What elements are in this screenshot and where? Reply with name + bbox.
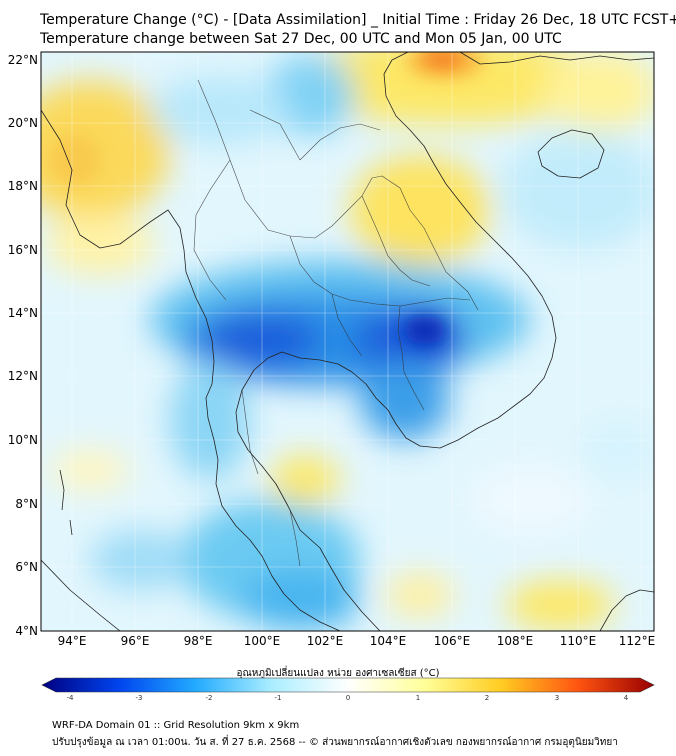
lon-label: 96°E — [121, 634, 150, 648]
lon-label: 108°E — [497, 634, 534, 648]
lat-label: 16°N — [8, 243, 38, 257]
colorbar-tick: -4 — [67, 694, 75, 702]
lon-label: 110°E — [560, 634, 597, 648]
lon-label: 104°E — [370, 634, 407, 648]
model-info: WRF-DA Domain 01 :: Grid Resolution 9km … — [52, 720, 300, 731]
colorbar-tick: 1 — [416, 694, 420, 702]
lon-label: 112°E — [619, 634, 656, 648]
lon-label: 94°E — [58, 634, 87, 648]
colorbar-tick: 0 — [346, 694, 350, 702]
colorbar-tick: 2 — [485, 694, 489, 702]
lon-label: 102°E — [307, 634, 344, 648]
colorbar-ticks: -4 -3 -2 -1 0 1 2 3 4 — [67, 694, 629, 702]
latitude-labels: 22°N 20°N 18°N 16°N 14°N 12°N 10°N 8°N 6… — [8, 53, 38, 638]
lat-label: 8°N — [15, 497, 38, 511]
colorbar-tick: 4 — [624, 694, 629, 702]
colorbar: -4 -3 -2 -1 0 1 2 3 4 — [41, 677, 655, 702]
temperature-change-map: 22°N 20°N 18°N 16°N 14°N 12°N 10°N 8°N 6… — [8, 51, 656, 648]
lat-label: 10°N — [8, 433, 38, 447]
longitude-labels: 94°E 96°E 98°E 100°E 102°E 104°E 106°E 1… — [58, 634, 656, 648]
lon-label: 106°E — [434, 634, 471, 648]
colorbar-tick: 3 — [555, 694, 559, 702]
lat-label: 22°N — [8, 53, 38, 67]
lat-label: 18°N — [8, 179, 38, 193]
lon-label: 98°E — [184, 634, 213, 648]
lon-label: 100°E — [244, 634, 281, 648]
lat-label: 20°N — [8, 116, 38, 130]
lat-label: 12°N — [8, 369, 38, 383]
colorbar-tick: -2 — [206, 694, 213, 702]
colorbar-tick: -3 — [136, 694, 143, 702]
lat-label: 6°N — [15, 560, 38, 574]
lat-label: 4°N — [15, 624, 38, 638]
colorbar-tick: -1 — [275, 694, 282, 702]
temperature-field — [41, 52, 654, 631]
coastlines — [41, 52, 654, 631]
update-credit: ปรับปรุงข้อมูล ณ เวลา 01:00น. วัน ส. ที่… — [52, 737, 618, 748]
borders — [193, 79, 479, 567]
lat-label: 14°N — [8, 306, 38, 320]
map-subtitle: Temperature change between Sat 27 Dec, 0… — [40, 31, 562, 47]
map-title: Temperature Change (°C) - [Data Assimila… — [40, 12, 676, 28]
colorbar-label: อุณหภูมิเปลี่ยนแปลง หน่วย องศาเซลเซียส (… — [236, 668, 440, 679]
